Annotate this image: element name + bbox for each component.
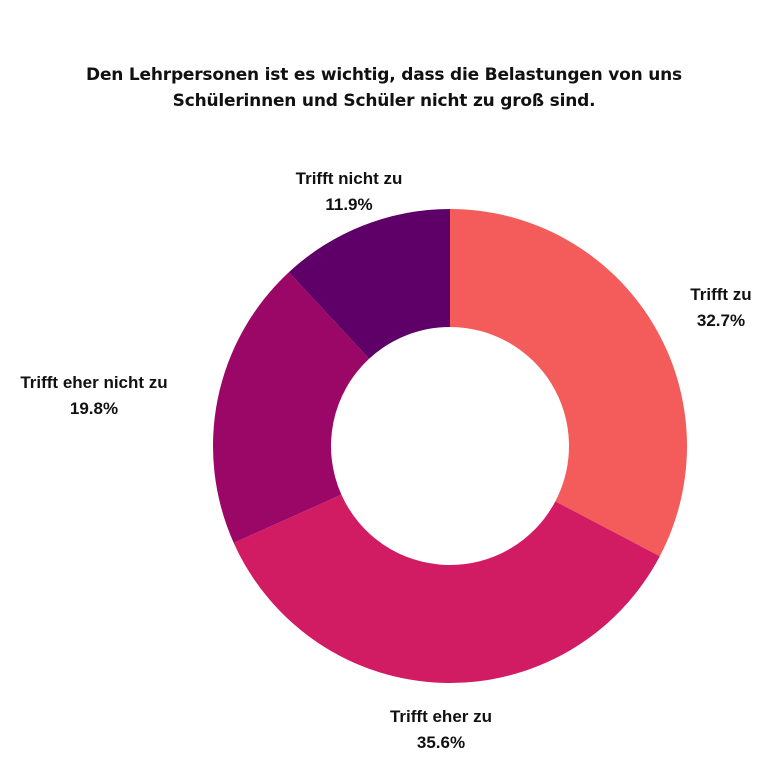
donut-slices xyxy=(213,209,687,683)
slice-label-2-name: Trifft eher zu xyxy=(390,707,492,726)
slice-label-1-name: Trifft zu xyxy=(690,285,751,304)
slice-labels: Trifft zu 32.7% Trifft eher zu 35.6% Trifft … xyxy=(20,169,751,752)
slice-label-1-value: 32.7% xyxy=(697,311,745,330)
chart-title-line-1: Den Lehrpersonen ist es wichtig, dass di… xyxy=(86,65,682,85)
slice-label-2-value: 35.6% xyxy=(417,733,465,752)
slice-label-3-name: Trifft eher nicht zu xyxy=(20,373,167,392)
chart-title-line-2: Schülerinnen und Schüler nicht zu groß s… xyxy=(172,91,596,111)
slice-label-3-value: 19.8% xyxy=(70,399,118,418)
donut-slice-2 xyxy=(233,494,660,683)
donut-slice-3 xyxy=(213,272,370,543)
chart-title: Den Lehrpersonen ist es wichtig, dass di… xyxy=(40,62,728,114)
donut-slice-4 xyxy=(288,209,450,359)
slice-label-4-value: 11.9% xyxy=(325,195,372,214)
donut-slice-1 xyxy=(450,209,687,557)
slice-label-4-name: Trifft nicht zu xyxy=(296,169,403,188)
